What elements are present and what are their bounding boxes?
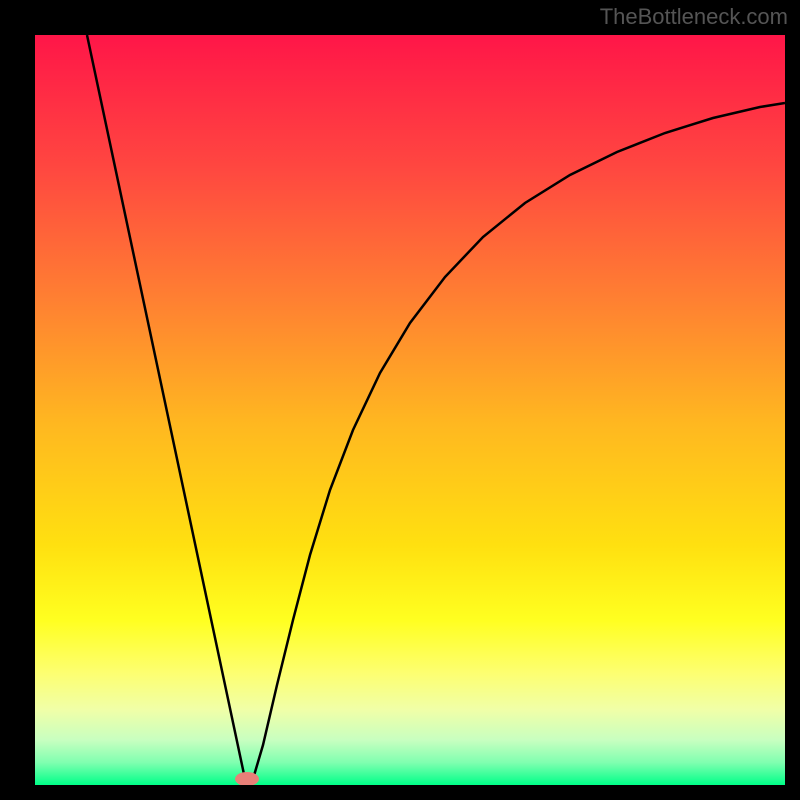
- watermark-text: TheBottleneck.com: [600, 4, 788, 30]
- plot-area: [35, 35, 785, 785]
- left-descent-line: [87, 35, 245, 779]
- curve-layer: [35, 35, 785, 785]
- right-ascent-curve: [253, 103, 785, 779]
